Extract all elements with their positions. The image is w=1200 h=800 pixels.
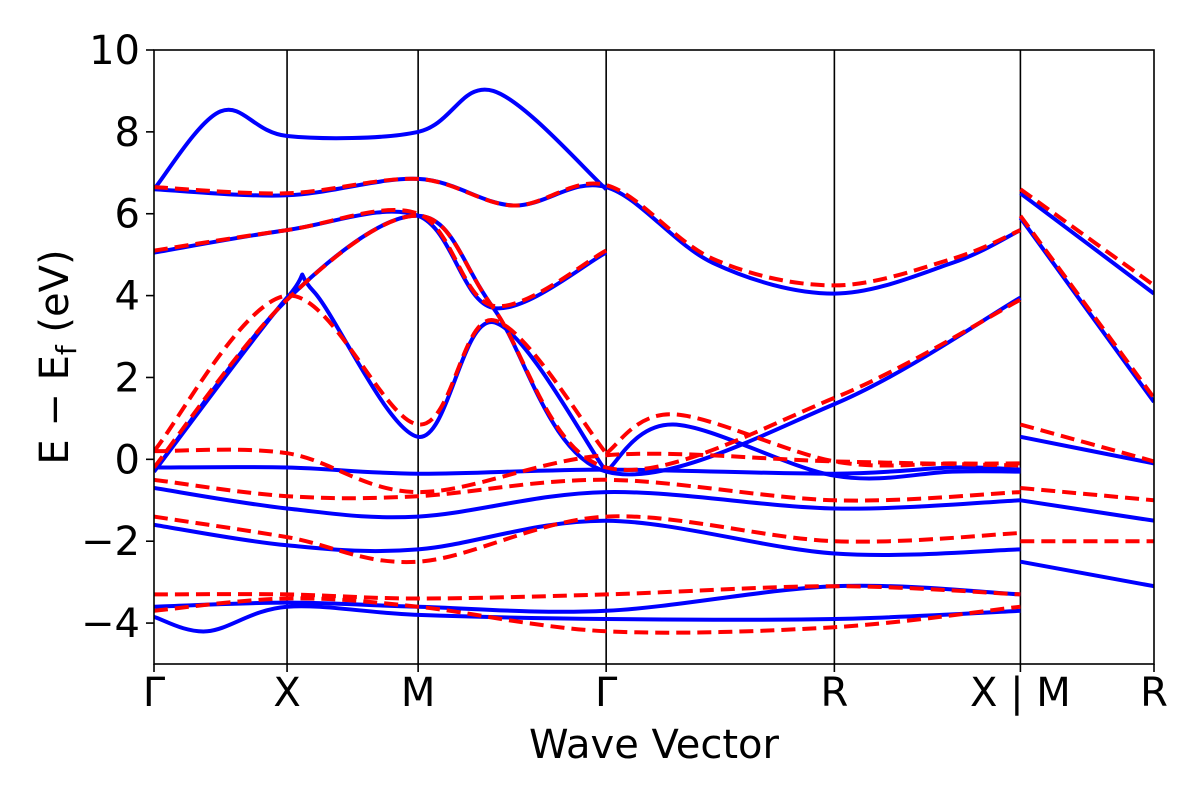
plot-frame [153, 49, 1155, 665]
y-axis-title: E − Ef (eV) [32, 249, 83, 464]
x-tick-label: M [401, 670, 436, 716]
model-band-line [1018, 214, 1154, 400]
x-tick-label: R [820, 670, 848, 716]
dft-band-line [154, 486, 1021, 520]
x-tick-label: Γ [595, 670, 618, 716]
dft-band-series [154, 87, 1154, 634]
y-tick-label: 0 [115, 437, 140, 483]
model-band-line [154, 293, 608, 455]
model-band-line [154, 213, 1022, 472]
x-tick-label: R [1140, 670, 1168, 716]
y-axis-title-main: E − E [32, 355, 78, 465]
y-tick-label: 6 [115, 192, 140, 238]
model-band-line [605, 412, 1021, 468]
model-band-series [154, 176, 1154, 635]
y-tick-label: 8 [115, 110, 140, 156]
y-axis-title-subscript: f [50, 344, 83, 355]
y-axis-ticks: −4 −2 0 2 4 6 8 10 [81, 28, 154, 647]
y-tick-label: 4 [115, 274, 140, 320]
dft-band-line [1020, 559, 1154, 589]
dft-band-line [1020, 434, 1154, 466]
y-tick-label: 2 [115, 355, 140, 401]
dft-band-line [154, 213, 1022, 477]
y-tick-label: 10 [89, 28, 140, 74]
dft-band-line [154, 465, 1021, 476]
model-band-line [1020, 486, 1154, 503]
model-band-line [1019, 187, 1154, 288]
model-band-line [154, 176, 1022, 288]
model-band-line [154, 514, 1021, 565]
y-tick-label: −2 [81, 519, 140, 565]
x-tick-label: X | M [970, 670, 1071, 716]
model-band-line [154, 477, 1021, 503]
high-symmetry-lines [286, 50, 1022, 664]
dft-band-line [154, 583, 1021, 614]
model-band-line [154, 447, 1021, 495]
model-band-line [1019, 422, 1154, 464]
x-tick-label: X [273, 670, 300, 716]
model-band-line [154, 208, 608, 309]
dft-band-line [1020, 498, 1154, 523]
x-tick-label: Γ [143, 670, 166, 716]
model-band-line [154, 596, 1021, 635]
dft-band-line [154, 176, 1022, 296]
x-axis-ticks: Γ X M Γ R X | M R [143, 664, 1168, 716]
x-axis-title: Wave Vector [529, 722, 780, 768]
dft-band-line [154, 87, 608, 191]
y-axis-title-unit: (eV) [32, 249, 78, 345]
y-tick-label: −4 [81, 601, 140, 647]
model-band-line [154, 584, 1021, 601]
dft-band-line [1019, 191, 1154, 296]
